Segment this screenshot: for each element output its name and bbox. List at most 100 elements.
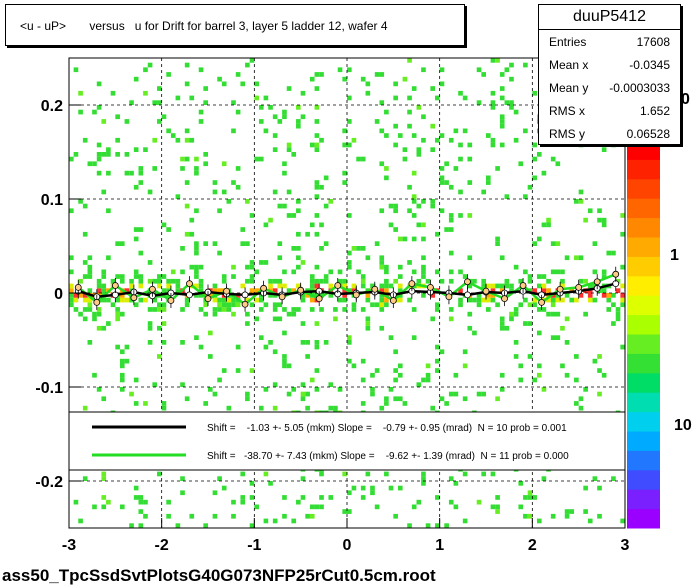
heat-cell: [555, 297, 561, 303]
heat-cell: [286, 213, 292, 218]
heat-cell: [523, 128, 528, 134]
heat-cell: [157, 302, 162, 308]
heat-cell: [499, 372, 505, 378]
heat-cell: [291, 288, 297, 293]
heat-cell: [439, 133, 445, 138]
heat-cell: [393, 95, 398, 101]
profile-point: [464, 291, 471, 299]
profile-point: [575, 283, 583, 291]
heat-cell: [574, 255, 579, 261]
heat-cell: [212, 283, 218, 289]
heat-cell: [96, 288, 102, 293]
heat-cell: [110, 302, 116, 308]
heat-cell: [277, 119, 283, 124]
heat-cell: [499, 325, 505, 331]
profile-point: [111, 282, 119, 289]
heat-cell: [550, 241, 556, 246]
heat-cell: [379, 100, 385, 105]
heat-cell: [296, 246, 301, 251]
heat-cell: [254, 316, 259, 322]
profile-point: [315, 295, 323, 303]
profile-point: [389, 297, 397, 304]
heat-cell: [254, 156, 259, 162]
heat-cell: [564, 255, 570, 261]
heat-cell: [272, 147, 278, 152]
fit-legend: Shift = -1.03 +- 5.05 (mkm) Slope = -0.7…: [68, 411, 626, 471]
heat-cell: [379, 307, 385, 312]
profile-point: [426, 283, 434, 291]
heat-cell: [96, 283, 102, 289]
heat-cell: [212, 391, 218, 397]
color-scale-segment: [627, 450, 660, 471]
heat-cell: [360, 495, 366, 500]
heat-cell: [518, 363, 524, 369]
heat-cell: [481, 391, 486, 397]
heat-cell: [87, 288, 93, 293]
heat-cell: [523, 321, 528, 326]
heat-cell: [212, 241, 218, 246]
heat-cell: [184, 231, 190, 237]
heat-cell: [523, 194, 528, 199]
heat-cell: [226, 199, 232, 204]
heat-cell: [138, 166, 144, 171]
heat-cell: [282, 269, 287, 275]
heat-cell: [319, 504, 324, 510]
heat-cell: [152, 307, 158, 312]
heat-cell: [458, 288, 463, 293]
stats-row-mean-x: Mean x -0.0345: [539, 53, 680, 76]
heat-cell: [504, 67, 510, 73]
heat-cell: [133, 302, 139, 308]
heat-cell: [411, 133, 417, 138]
heat-cell: [601, 372, 607, 378]
heat-cell: [263, 344, 269, 350]
heat-cell: [587, 208, 593, 214]
heat-cell: [430, 203, 436, 209]
heat-cell: [397, 288, 403, 293]
heat-cell: [96, 152, 102, 157]
heat-cell: [574, 199, 579, 204]
heat-cell: [254, 269, 259, 275]
heat-cell: [462, 363, 468, 369]
profile-point: [186, 280, 193, 288]
heat-cell: [379, 72, 385, 77]
heat-cell: [379, 255, 385, 261]
heat-cell: [143, 90, 148, 96]
heat-cell: [286, 86, 292, 91]
heat-cell: [592, 476, 598, 481]
heat-cell: [78, 278, 83, 284]
profile-point: [538, 298, 545, 306]
heat-cell: [416, 278, 422, 284]
heat-cell: [194, 269, 199, 275]
heat-cell: [587, 518, 593, 524]
heat-cell: [499, 321, 505, 326]
heat-cell: [407, 58, 412, 63]
heat-cell: [476, 391, 482, 397]
heat-cell: [574, 401, 579, 406]
heat-cell: [541, 222, 547, 228]
heat-cell: [300, 293, 306, 298]
heat-cell: [231, 100, 236, 105]
heat-cell: [212, 288, 218, 293]
profile-point: [297, 286, 305, 294]
heat-cell: [356, 246, 361, 251]
heat-cell: [421, 137, 426, 143]
heat-cell: [333, 316, 338, 322]
heat-cell: [416, 203, 422, 209]
heat-cell: [124, 344, 130, 350]
heat-cell: [351, 485, 357, 491]
heat-cell: [374, 302, 380, 308]
heat-cell: [249, 260, 255, 265]
heat-cell: [249, 213, 255, 218]
heat-cell: [486, 283, 491, 289]
heat-cell: [397, 264, 403, 270]
heat-cell: [309, 142, 315, 148]
heat-cell: [523, 62, 528, 68]
heat-cell: [133, 236, 139, 242]
heat-cell: [499, 255, 505, 261]
heat-cell: [499, 95, 505, 101]
heat-cell: [504, 194, 510, 199]
heat-cell: [212, 180, 218, 185]
color-scale-segment: [627, 198, 660, 219]
heat-cell: [296, 105, 301, 110]
heat-cell: [110, 278, 116, 284]
